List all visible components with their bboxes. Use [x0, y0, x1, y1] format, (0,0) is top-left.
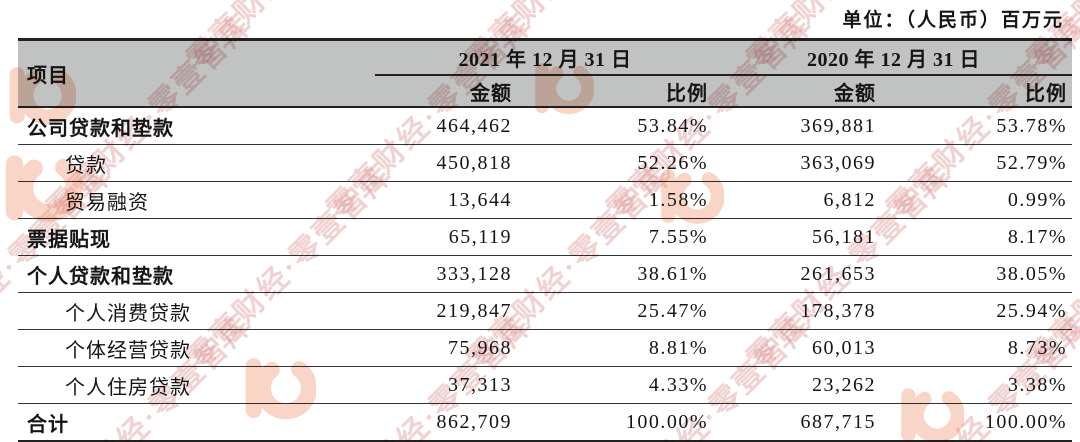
column-header-amount-2021: 金额 — [375, 75, 520, 108]
ratio-2020-cell: 8.73% — [882, 329, 1072, 367]
item-cell: 个人贷款和垫款 — [18, 255, 375, 293]
table-header-row-dates: 项目 2021 年 12 月 31 日 2020 年 12 月 31 日 — [18, 39, 1072, 108]
table-header-row-subcolumns: 金额 比例 金额 比例 — [18, 75, 1072, 108]
amount-2021-cell: 333,128 — [375, 255, 520, 293]
amount-2020-cell: 178,378 — [715, 292, 882, 330]
table-row: 贸易融资 13,644 1.58% 6,812 0.99% — [18, 181, 1072, 219]
amount-2020-cell: 687,715 — [800, 410, 876, 433]
item-cell: 个人住房贷款 — [18, 366, 375, 404]
table-row: 个体经营贷款 75,968 8.81% 60,013 8.73% — [18, 329, 1072, 367]
amount-2020-cell: 60,013 — [715, 329, 882, 367]
amount-2020-cell: 363,069 — [715, 144, 882, 182]
column-header-ratio-2020: 比例 — [882, 75, 1072, 108]
amount-2020-cell: 369,881 — [715, 107, 882, 145]
item-cell: 公司贷款和垫款 — [18, 107, 375, 145]
ratio-2020-cell: 100.00% — [984, 410, 1067, 433]
table-row: 票据贴现 65,119 7.55% 56,181 8.17% — [18, 218, 1072, 256]
table-row: 个人消费贷款 219,847 25.47% 178,378 25.94% — [18, 292, 1072, 330]
amount-2021-cell: 464,462 — [375, 107, 520, 145]
item-cell: 票据贴现 — [18, 218, 375, 256]
table-row: 贷款 450,818 52.26% 363,069 52.79% — [18, 144, 1072, 182]
amount-2021-cell: 13,644 — [375, 181, 520, 219]
ratio-2020-cell: 25.94% — [882, 292, 1072, 330]
ratio-2020-cell: 8.17% — [882, 218, 1072, 256]
column-group-2021: 2021 年 12 月 31 日 — [375, 39, 715, 76]
amount-2021-cell: 37,313 — [375, 366, 520, 404]
loan-breakdown-table: 项目 2021 年 12 月 31 日 2020 年 12 月 31 日 金额 … — [18, 38, 1072, 442]
amount-2021-cell: 862,709 — [436, 410, 512, 433]
amount-2020-cell: 23,262 — [715, 366, 882, 404]
unit-note: 单位：（人民币）百万元 — [842, 10, 1064, 31]
ratio-2021-cell: 8.81% — [520, 329, 715, 367]
amount-2021-cell: 219,847 — [375, 292, 520, 330]
column-group-2020: 2020 年 12 月 31 日 — [715, 39, 1072, 76]
ratio-2021-cell: 53.84% — [520, 107, 715, 145]
item-cell: 合计 — [27, 413, 69, 436]
table-header: 项目 2021 年 12 月 31 日 2020 年 12 月 31 日 金额 … — [18, 39, 1072, 108]
table-row: 公司贷款和垫款 464,462 53.84% 369,881 53.78% — [18, 107, 1072, 145]
column-header-amount-2020: 金额 — [715, 75, 882, 108]
table-body: 公司贷款和垫款 464,462 53.84% 369,881 53.78% 贷款 450,8… — [18, 107, 1072, 441]
amount-2020-cell: 6,812 — [715, 181, 882, 219]
ratio-2021-cell: 25.47% — [520, 292, 715, 330]
ratio-2021-cell: 4.33% — [520, 366, 715, 404]
ratio-2021-cell: 52.26% — [520, 144, 715, 182]
ratio-2020-cell: 52.79% — [882, 144, 1072, 182]
ratio-2020-cell: 3.38% — [882, 366, 1072, 404]
item-cell: 个体经营贷款 — [18, 329, 375, 367]
item-cell: 个人消费贷款 — [18, 292, 375, 330]
ratio-2021-cell: 7.55% — [520, 218, 715, 256]
ratio-2020-cell: 53.78% — [882, 107, 1072, 145]
item-cell: 贸易融资 — [18, 181, 375, 219]
amount-2021-cell: 450,818 — [375, 144, 520, 182]
table-row: 合计 862,709 100.00% 687,715 100.00% — [18, 404, 1072, 442]
amount-2021-cell: 65,119 — [375, 218, 520, 256]
ratio-2020-cell: 38.05% — [882, 255, 1072, 293]
ratio-2021-cell: 38.61% — [520, 255, 715, 293]
table-row: 个人住房贷款 37,313 4.33% 23,262 3.38% — [18, 366, 1072, 404]
ratio-2020-cell: 0.99% — [882, 181, 1072, 219]
item-cell: 贷款 — [18, 144, 375, 182]
amount-2020-cell: 261,653 — [715, 255, 882, 293]
amount-2020-cell: 56,181 — [715, 218, 882, 256]
ratio-2021-cell: 100.00% — [625, 410, 708, 433]
ratio-2021-cell: 1.58% — [520, 181, 715, 219]
column-header-item: 项目 — [18, 39, 375, 108]
table-row: 个人贷款和垫款 333,128 38.61% 261,653 38.05% — [18, 255, 1072, 293]
column-header-ratio-2021: 比例 — [520, 75, 715, 108]
amount-2021-cell: 75,968 — [375, 329, 520, 367]
